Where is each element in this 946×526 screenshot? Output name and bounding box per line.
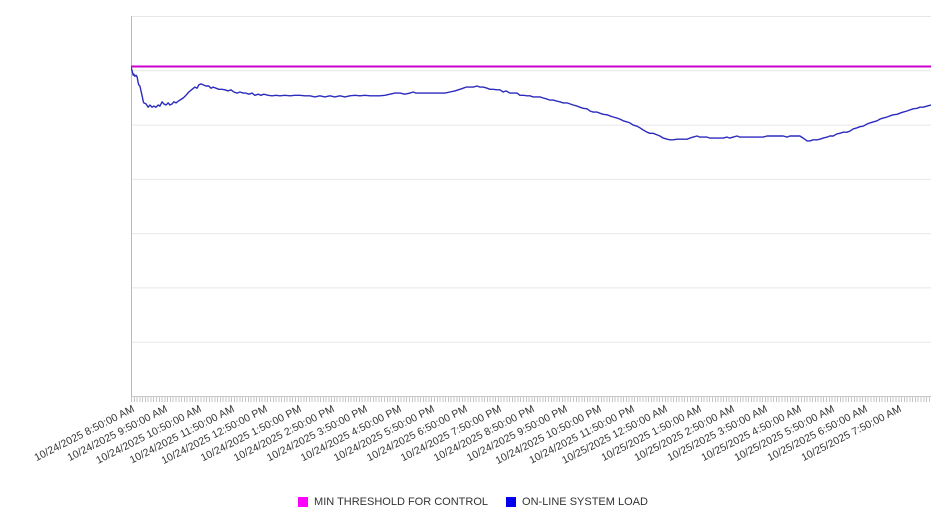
min-threshold-swatch-icon xyxy=(298,497,309,507)
legend-item-online-system-load[interactable]: ON-LINE SYSTEM LOAD xyxy=(506,496,648,508)
legend-label: ON-LINE SYSTEM LOAD xyxy=(522,496,648,508)
x-axis-tick-comb xyxy=(131,396,931,402)
legend-label: MIN THRESHOLD FOR CONTROL xyxy=(314,496,489,508)
online-system-load-swatch-icon xyxy=(506,497,517,507)
online-system-load-line xyxy=(131,66,931,142)
legend-item-min-threshold[interactable]: MIN THRESHOLD FOR CONTROL xyxy=(298,496,488,508)
chart-legend: MIN THRESHOLD FOR CONTROL ON-LINE SYSTEM… xyxy=(0,496,946,508)
plot-area xyxy=(131,16,931,396)
